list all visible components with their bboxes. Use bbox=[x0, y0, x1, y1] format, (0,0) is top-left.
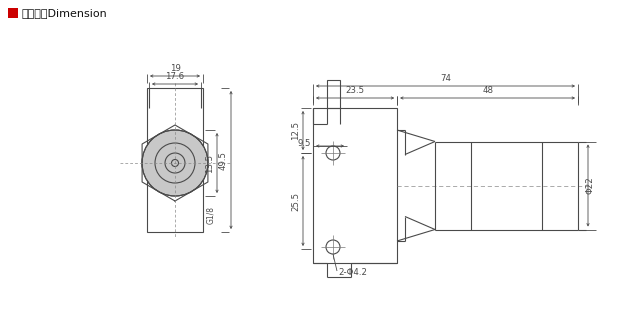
Text: 49.5: 49.5 bbox=[219, 151, 228, 170]
Text: 17.6: 17.6 bbox=[166, 72, 185, 81]
Circle shape bbox=[142, 130, 208, 196]
Text: Φ22: Φ22 bbox=[585, 177, 595, 194]
Bar bbox=[313, 108, 397, 263]
Text: 外型尺寸Dimension: 外型尺寸Dimension bbox=[22, 8, 108, 18]
Text: 48: 48 bbox=[482, 86, 493, 95]
Text: G1/8: G1/8 bbox=[206, 206, 215, 224]
Text: 2-Φ4.2: 2-Φ4.2 bbox=[338, 268, 367, 277]
Bar bbox=[147, 88, 203, 232]
Text: 12.5: 12.5 bbox=[291, 121, 300, 140]
Text: 74: 74 bbox=[440, 74, 451, 83]
Text: 19: 19 bbox=[169, 64, 180, 73]
Text: 23.5: 23.5 bbox=[345, 86, 365, 95]
Text: 25.5: 25.5 bbox=[291, 192, 300, 211]
Bar bbox=[8, 8, 18, 18]
Text: 9.5: 9.5 bbox=[298, 140, 311, 148]
Bar bbox=[327, 80, 340, 108]
Text: 13.5: 13.5 bbox=[205, 153, 214, 172]
